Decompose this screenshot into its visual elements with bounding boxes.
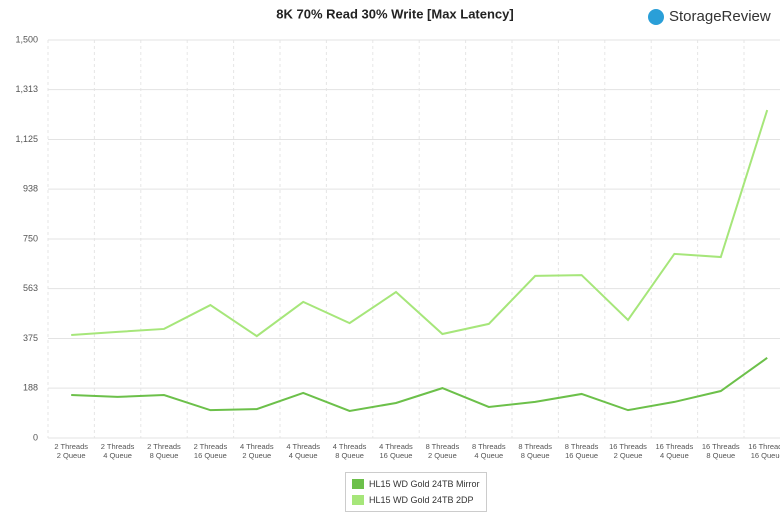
y-tick-label: 375 <box>23 333 38 343</box>
x-tick-label: 4 Threads 8 Queue <box>332 442 367 460</box>
y-tick-label: 1,500 <box>15 34 38 44</box>
x-tick-label: 4 Threads 4 Queue <box>286 442 321 460</box>
y-tick-label: 1,313 <box>15 84 38 94</box>
legend: HL15 WD Gold 24TB Mirror HL15 WD Gold 24T… <box>345 472 487 512</box>
y-tick-label: 750 <box>23 233 38 243</box>
x-tick-label: 8 Threads 2 Queue <box>425 442 460 460</box>
legend-swatch <box>352 479 364 489</box>
x-tick-label: 4 Threads 16 Queue <box>379 442 413 460</box>
chart-title: 8K 70% Read 30% Write [Max Latency] <box>276 6 513 21</box>
y-tick-label: 188 <box>23 382 38 392</box>
legend-item: HL15 WD Gold 24TB 2DP <box>352 492 480 508</box>
y-tick-label: 1,125 <box>15 134 38 144</box>
x-tick-label: 8 Threads 4 Queue <box>471 442 506 460</box>
y-tick-label: 0 <box>33 432 38 442</box>
series-line <box>71 357 768 412</box>
x-tick-label: 16 Threads 16 Queue <box>748 442 780 460</box>
x-tick-label: 2 Threads 4 Queue <box>100 442 135 460</box>
brand-icon <box>648 9 664 25</box>
y-tick-label: 563 <box>23 283 38 293</box>
legend-swatch <box>352 495 364 505</box>
x-tick-label: 2 Threads 8 Queue <box>147 442 181 460</box>
legend-label: HL15 WD Gold 24TB 2DP <box>369 495 474 505</box>
y-tick-label: 938 <box>23 183 38 193</box>
x-tick-label: 8 Threads 8 Queue <box>518 442 553 460</box>
legend-item: HL15 WD Gold 24TB Mirror <box>352 476 480 492</box>
x-tick-label: 16 Threads 4 Queue <box>655 442 694 460</box>
x-tick-label: 16 Threads 8 Queue <box>701 442 740 460</box>
series-line <box>71 109 769 338</box>
x-tick-label: 4 Threads 2 Queue <box>239 442 274 460</box>
x-tick-label: 8 Threads 16 Queue <box>564 442 599 460</box>
x-tick-label: 2 Threads 2 Queue <box>54 442 89 460</box>
x-tick-label: 16 Threads 2 Queue <box>609 442 647 460</box>
brand: StorageReview <box>669 8 771 25</box>
x-tick-label: 2 Threads 16 Queue <box>193 442 228 460</box>
legend-label: HL15 WD Gold 24TB Mirror <box>369 479 480 489</box>
